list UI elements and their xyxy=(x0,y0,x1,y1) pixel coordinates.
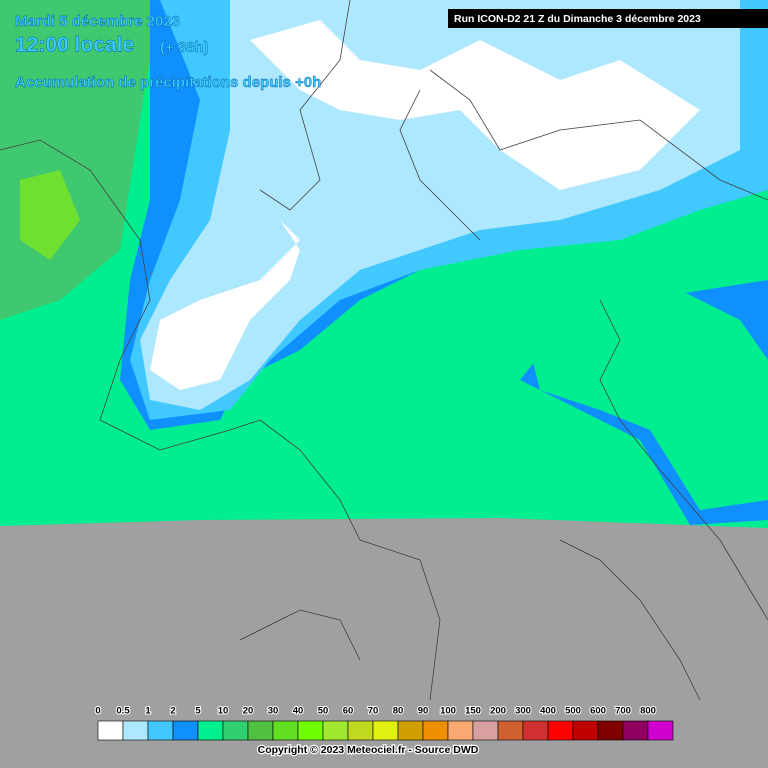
rain-area xyxy=(20,170,80,260)
legend-label: 500 xyxy=(565,706,581,717)
legend-swatch xyxy=(572,720,599,741)
legend-swatch xyxy=(422,720,449,741)
legend-label: 70 xyxy=(368,706,379,717)
time-label: 12:00 locale xyxy=(15,34,134,57)
legend-label: 50 xyxy=(318,706,329,717)
legend-label: 700 xyxy=(615,706,631,717)
legend-label: 400 xyxy=(540,706,556,717)
legend-label: 10 xyxy=(218,706,229,717)
run-box xyxy=(448,9,768,28)
legend-swatch xyxy=(372,720,399,741)
legend-swatch xyxy=(522,720,549,741)
legend-label: 0.5 xyxy=(116,706,130,717)
rain-area xyxy=(200,380,500,525)
legend-swatch xyxy=(347,720,374,741)
legend-label: 2 xyxy=(170,706,175,717)
copyright: Copyright © 2023 Meteociel.fr - Source D… xyxy=(258,744,479,756)
legend-label: 0 xyxy=(95,706,100,717)
legend-label: 200 xyxy=(490,706,506,717)
rain-area xyxy=(150,220,300,390)
legend-swatch xyxy=(222,720,249,741)
legend-label: 800 xyxy=(640,706,656,717)
legend-swatch xyxy=(547,720,574,741)
rain-area xyxy=(250,20,700,190)
legend-swatch xyxy=(447,720,474,741)
rain-area xyxy=(0,300,200,525)
subject-label: Accumulation de précipitations depuis +0… xyxy=(15,74,321,91)
legend-swatch xyxy=(322,720,349,741)
rain-area xyxy=(530,290,768,510)
legend-label: 300 xyxy=(515,706,531,717)
legend-swatch xyxy=(97,720,124,741)
legend: 0 0.5 1 2 5 10 20 30 40 50 60 70 80 90 100 150 200 300 400… xyxy=(94,705,674,741)
legend-label: 100 xyxy=(440,706,456,717)
legend-swatch xyxy=(297,720,324,741)
legend-swatch xyxy=(197,720,224,741)
borders xyxy=(0,0,768,701)
legend-label: 30 xyxy=(268,706,279,717)
legend-swatch xyxy=(597,720,624,741)
legend-swatch xyxy=(497,720,524,741)
legend-swatch xyxy=(272,720,299,741)
legend-swatch xyxy=(147,720,174,741)
legend-swatch xyxy=(397,720,424,741)
legend-label: 5 xyxy=(195,706,201,717)
legend-label: 80 xyxy=(393,706,404,717)
legend-label: 20 xyxy=(243,706,254,717)
legend-swatch xyxy=(247,720,274,741)
legend-swatch xyxy=(647,720,674,741)
legend-label: 90 xyxy=(418,706,429,717)
legend-swatch xyxy=(472,720,499,741)
legend-swatch xyxy=(122,720,149,741)
legend-label: 600 xyxy=(590,706,606,717)
legend-swatch xyxy=(172,720,199,741)
offset-label: (+ 38h) xyxy=(160,39,209,56)
legend-label: 150 xyxy=(465,706,481,717)
legend-label: 40 xyxy=(293,706,304,717)
no-data-area xyxy=(0,518,768,768)
legend-label: 1 xyxy=(145,706,151,717)
date-label: Mardi 5 décembre 2023 xyxy=(15,13,180,30)
run-label: Run ICON-D2 21 Z du Dimanche 3 décembre … xyxy=(454,13,701,25)
legend-swatch xyxy=(622,720,649,741)
legend-label: 60 xyxy=(343,706,354,717)
